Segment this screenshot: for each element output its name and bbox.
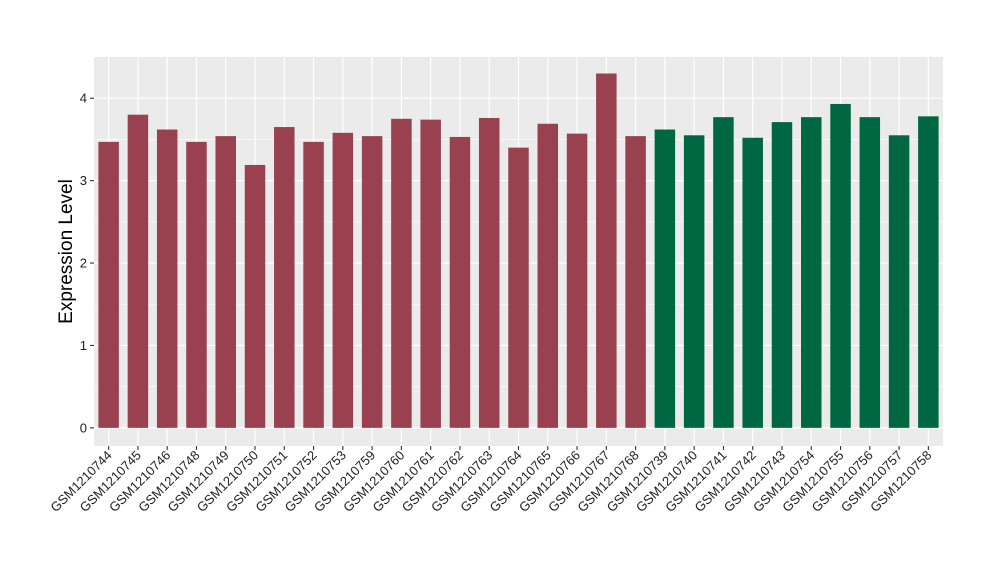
bar-GSM1210766: [566, 133, 588, 428]
bar-GSM1210744: [98, 141, 119, 428]
bar-GSM1210750: [244, 164, 266, 428]
x-axis: GSM1210744GSM1210745GSM1210746GSM1210748…: [47, 446, 934, 515]
bar-GSM1210768: [625, 136, 646, 428]
bar-GSM1210741: [713, 117, 734, 428]
y-axis: 0 1 2 3 4: [80, 91, 94, 435]
bar-GSM1210758: [918, 116, 939, 428]
bar-GSM1210757: [888, 135, 910, 428]
bar-GSM1210756: [859, 117, 881, 428]
y-tick-label: 1: [80, 338, 87, 353]
bar-GSM1210763: [478, 117, 500, 428]
y-tick-label: 3: [80, 173, 87, 188]
y-tick-label: 4: [80, 91, 87, 106]
bar-GSM1210753: [332, 132, 354, 428]
bar-GSM1210762: [449, 136, 471, 428]
bar-GSM1210742: [742, 137, 763, 428]
bar-GSM1210759: [361, 136, 383, 428]
bar-GSM1210767: [596, 73, 617, 428]
bar-GSM1210745: [127, 114, 149, 428]
bar-GSM1210746: [156, 129, 178, 428]
bar-GSM1210761: [420, 119, 441, 428]
bar-GSM1210749: [215, 136, 236, 428]
bar-GSM1210748: [186, 141, 207, 428]
y-tick-label: 2: [80, 256, 87, 271]
bar-GSM1210743: [771, 122, 793, 428]
bar-GSM1210751: [274, 127, 295, 428]
bar-GSM1210752: [303, 141, 324, 428]
bar-GSM1210755: [830, 103, 851, 428]
bars: [98, 73, 939, 428]
y-tick-label: 0: [80, 420, 87, 435]
bar-GSM1210754: [801, 117, 822, 428]
y-axis-title: Expression Level: [56, 179, 77, 324]
bar-GSM1210765: [537, 123, 559, 428]
bar-GSM1210764: [508, 147, 529, 428]
bar-GSM1210760: [391, 118, 412, 428]
bar-GSM1210740: [683, 135, 705, 428]
bar-GSM1210739: [654, 129, 676, 428]
